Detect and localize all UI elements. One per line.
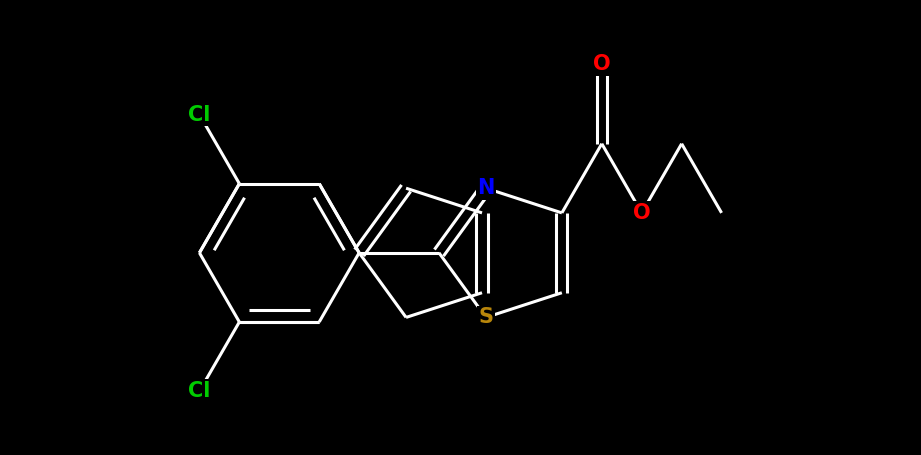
- Text: S: S: [478, 308, 494, 328]
- Text: Cl: Cl: [188, 381, 211, 401]
- Text: O: O: [593, 54, 611, 74]
- Text: O: O: [633, 203, 650, 223]
- Text: Cl: Cl: [188, 105, 211, 125]
- Text: N: N: [477, 178, 495, 198]
